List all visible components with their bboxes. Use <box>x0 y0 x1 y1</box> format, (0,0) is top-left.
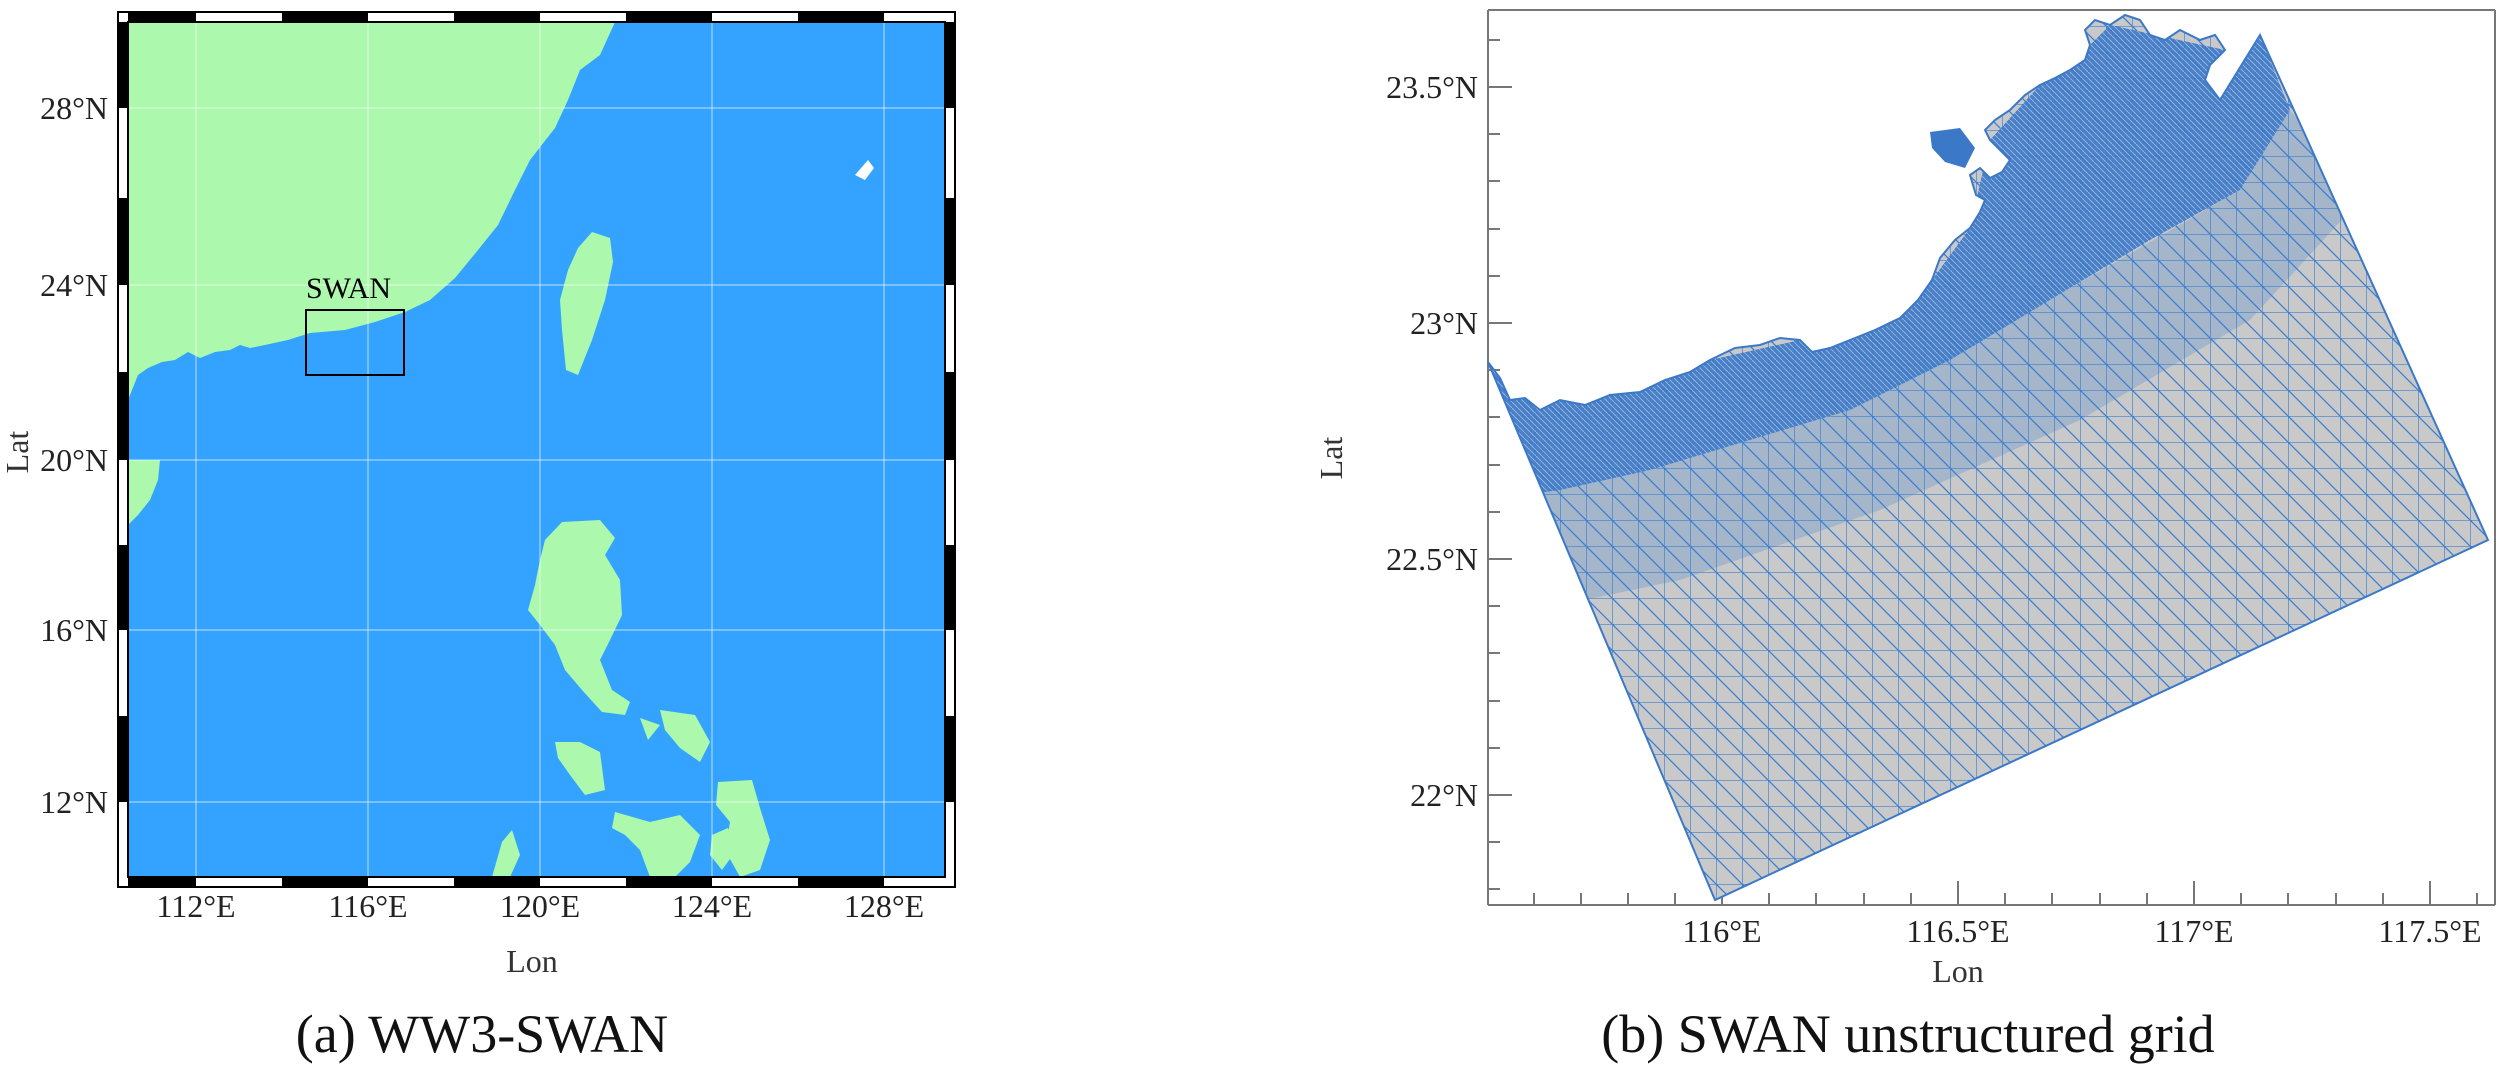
b-lon-tick-117: 117°E <box>2154 913 2233 949</box>
panel-a-y-axis-title: Lat <box>0 431 35 474</box>
visayas-island-land <box>612 812 700 877</box>
b-lon-tick-116.5: 116.5°E <box>1906 913 2009 949</box>
panel-b-x-ticks <box>1533 881 2478 905</box>
lat-tick-12: 12°N <box>40 784 108 820</box>
panel-b-y-axis-title: Lat <box>1313 437 1349 480</box>
lon-tick-128: 128°E <box>844 888 924 924</box>
panel-b-caption: (b) SWAN unstructured grid <box>1601 1004 2214 1064</box>
panel-b-axes <box>1487 9 2496 906</box>
mindoro-island-land <box>555 742 605 795</box>
b-lon-tick-117.5: 117.5°E <box>2378 913 2481 949</box>
lon-tick-112: 112°E <box>156 888 235 924</box>
lon-tick-124: 124°E <box>672 888 752 924</box>
graticule <box>128 22 945 877</box>
panel-b-mesh: 23.5°N 23°N 22.5°N 22°N 116°E 116.5°E 11… <box>1313 9 2496 1064</box>
lon-tick-116: 116°E <box>328 888 407 924</box>
mesh-island <box>1930 128 1975 168</box>
panel-a-caption: (a) WW3-SWAN <box>296 1004 668 1064</box>
swan-domain-box <box>305 309 405 376</box>
b-lat-tick-23: 23°N <box>1410 305 1478 341</box>
lon-tick-120: 120°E <box>500 888 580 924</box>
lat-tick-16: 16°N <box>40 612 108 648</box>
lat-tick-20: 20°N <box>40 442 108 478</box>
lat-tick-24: 24°N <box>40 267 108 303</box>
mesh-boundary <box>1487 13 2490 902</box>
panel-b-y-ticks <box>1488 39 1512 890</box>
borneo-tip-land <box>492 830 520 877</box>
luzon-island-land <box>528 520 630 715</box>
b-lat-tick-23.5: 23.5°N <box>1386 69 1478 105</box>
small-island-east <box>855 160 874 180</box>
taiwan-island-land <box>560 232 613 375</box>
lat-tick-28: 28°N <box>40 90 108 126</box>
dense-coastal-mesh <box>1488 25 2290 500</box>
panel-a-x-axis-title: Lon <box>506 943 558 979</box>
philippine-island-small-1 <box>660 710 710 762</box>
hainan-island-land <box>128 460 160 525</box>
mindanao-island-land <box>716 780 770 877</box>
mainland-china-land <box>128 22 615 400</box>
b-lat-tick-22: 22°N <box>1410 777 1478 813</box>
panel-b-x-axis-title: Lon <box>1932 953 1984 989</box>
panel-a-map: SWAN 28°N 24°N 20°N 16°N 12°N 112°E 116°… <box>0 11 956 1064</box>
b-lon-tick-116: 116°E <box>1682 913 1761 949</box>
swan-box-label: SWAN <box>306 272 391 305</box>
medium-mesh-band <box>1488 110 2360 620</box>
b-lat-tick-22.5: 22.5°N <box>1386 541 1478 577</box>
philippine-island-small-2 <box>640 718 660 740</box>
map-frame <box>117 11 956 888</box>
